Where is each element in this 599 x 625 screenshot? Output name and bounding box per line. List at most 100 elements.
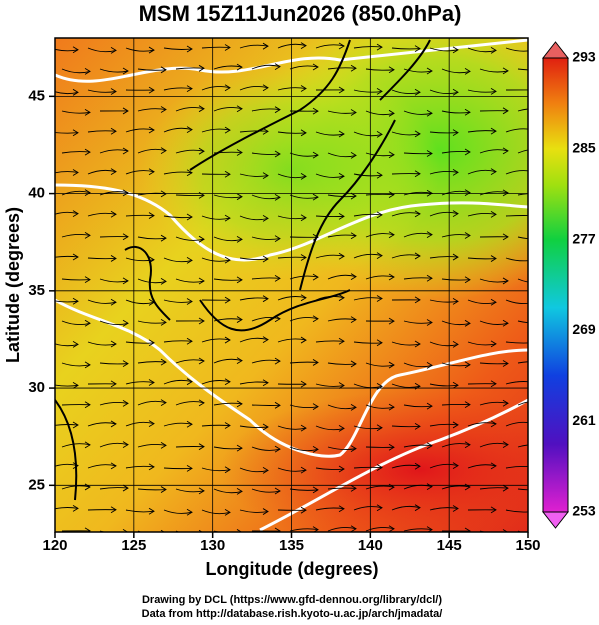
stream-arrow — [350, 109, 357, 116]
stream-arrow — [110, 255, 117, 262]
streamline — [315, 467, 345, 471]
streamline — [365, 275, 395, 280]
stream-arrow — [338, 86, 345, 94]
stream-arrow — [350, 403, 357, 411]
streamline — [353, 46, 383, 49]
streamline — [277, 131, 307, 134]
stream-arrow — [312, 63, 319, 71]
stream-arrow — [350, 360, 357, 368]
stream-arrow — [186, 126, 193, 133]
streamline — [479, 278, 509, 283]
stream-arrow — [122, 67, 129, 75]
stream-arrow — [198, 277, 205, 285]
streamline — [201, 215, 231, 220]
stream-arrow — [122, 189, 129, 197]
footer-line: Drawing by DCL (https://www.gfd-dennou.o… — [142, 594, 442, 606]
streamline — [517, 149, 528, 154]
streamline — [99, 362, 129, 365]
stream-arrow — [464, 401, 471, 409]
streamline — [353, 425, 383, 430]
streamline — [55, 211, 79, 215]
streamline — [201, 509, 231, 515]
x-tick-label: 135 — [279, 537, 304, 554]
stream-arrow — [464, 527, 471, 532]
stream-arrow — [122, 399, 129, 407]
streamline — [505, 257, 528, 262]
streamline — [429, 341, 459, 347]
stream-arrow — [426, 442, 433, 450]
streamline — [315, 507, 345, 511]
streamline — [441, 190, 471, 196]
streamline — [213, 488, 243, 494]
stream-arrow — [262, 423, 269, 431]
streamline — [327, 274, 357, 280]
streamline — [277, 256, 307, 259]
streamline — [87, 341, 117, 346]
stream-arrow — [338, 252, 345, 260]
stream-arrow — [350, 151, 357, 159]
streamline — [505, 299, 528, 305]
stream-arrow — [122, 277, 129, 285]
stream-arrow — [72, 129, 79, 137]
streamline — [55, 300, 79, 303]
streamline — [125, 509, 155, 513]
streamline — [441, 362, 471, 367]
stream-arrow — [148, 168, 155, 176]
stream-arrow — [274, 106, 281, 114]
streamline — [327, 194, 357, 198]
stream-arrow — [110, 88, 117, 95]
streamline — [163, 340, 193, 343]
streamline — [99, 402, 129, 406]
stream-arrow — [84, 231, 91, 239]
stream-arrow — [529, 421, 534, 427]
stream-arrow — [300, 129, 307, 137]
stream-arrow — [452, 297, 459, 305]
colorbar-label: 293 — [572, 49, 596, 65]
streamline — [99, 68, 129, 73]
streamline — [175, 194, 205, 197]
stream-arrow — [312, 273, 319, 281]
streamline — [403, 277, 433, 280]
stream-arrow — [490, 127, 497, 135]
stream-arrow — [262, 295, 269, 303]
stream-arrow — [148, 256, 155, 264]
warm-region — [220, 390, 528, 532]
streamline — [125, 257, 155, 262]
streamline — [125, 465, 155, 469]
streamline — [365, 362, 395, 367]
stream-arrow — [338, 424, 345, 432]
stream-arrow — [160, 147, 167, 154]
streamline — [391, 383, 421, 388]
stream-arrow — [452, 341, 459, 348]
stream-arrow — [72, 46, 79, 54]
streamline — [277, 296, 307, 301]
streamline — [251, 359, 281, 364]
stream-arrow — [84, 319, 91, 327]
stream-arrow — [376, 171, 383, 179]
stream-arrow — [490, 168, 497, 176]
stream-arrow — [274, 193, 281, 201]
stream-arrow — [262, 42, 269, 50]
stream-arrow — [110, 210, 117, 218]
stream-arrow — [452, 505, 459, 512]
streamline — [429, 423, 459, 427]
stream-arrow — [224, 84, 231, 92]
streamline — [213, 402, 243, 406]
streamline — [517, 361, 528, 364]
streamline — [327, 110, 357, 114]
streamline — [365, 485, 395, 490]
x-tick-label: 150 — [515, 537, 540, 554]
stream-arrow — [110, 420, 117, 428]
y-tick-label: 40 — [28, 185, 45, 202]
stream-arrow — [502, 360, 509, 367]
streamline — [289, 361, 319, 364]
stream-arrow — [312, 233, 319, 241]
stream-arrow — [224, 466, 231, 474]
stream-arrow — [490, 88, 497, 95]
streamline — [327, 487, 357, 490]
cool-region — [140, 60, 440, 280]
stream-arrow — [464, 361, 471, 369]
stream-arrow — [388, 525, 395, 532]
stream-arrow — [148, 463, 155, 471]
stream-arrow — [274, 63, 281, 70]
